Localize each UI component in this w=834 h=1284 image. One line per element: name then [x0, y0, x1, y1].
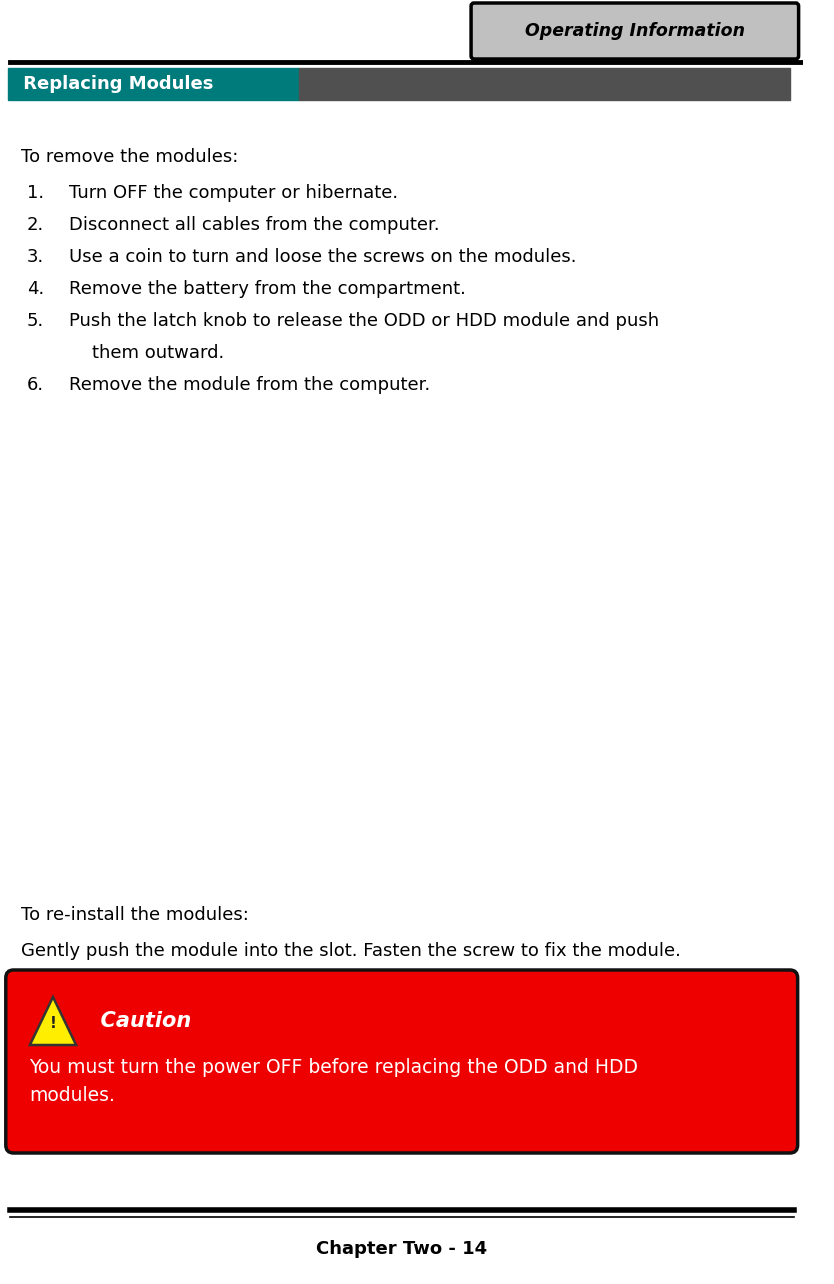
Bar — [8, 68, 299, 100]
Text: 1.: 1. — [27, 184, 44, 202]
Text: 5.: 5. — [27, 312, 44, 330]
Text: Turn OFF the computer or hibernate.: Turn OFF the computer or hibernate. — [69, 184, 399, 202]
Text: Caution: Caution — [86, 1011, 191, 1031]
Text: 4.: 4. — [27, 280, 44, 298]
Text: 3.: 3. — [27, 248, 44, 266]
FancyBboxPatch shape — [471, 3, 799, 59]
Text: Push the latch knob to release the ODD or HDD module and push: Push the latch knob to release the ODD o… — [69, 312, 660, 330]
Text: Disconnect all cables from the computer.: Disconnect all cables from the computer. — [69, 216, 440, 234]
Text: You must turn the power OFF before replacing the ODD and HDD
modules.: You must turn the power OFF before repla… — [29, 1058, 638, 1106]
Text: !: ! — [49, 1017, 57, 1031]
Text: 6.: 6. — [27, 376, 44, 394]
Text: them outward.: them outward. — [69, 344, 224, 362]
Bar — [299, 68, 790, 100]
Text: Gently push the module into the slot. Fasten the screw to fix the module.: Gently push the module into the slot. Fa… — [21, 942, 681, 960]
Text: Chapter Two - 14: Chapter Two - 14 — [316, 1240, 487, 1258]
Text: To remove the modules:: To remove the modules: — [21, 148, 239, 166]
Text: Remove the battery from the compartment.: Remove the battery from the compartment. — [69, 280, 466, 298]
Text: Replacing Modules: Replacing Modules — [18, 74, 214, 92]
Text: 2.: 2. — [27, 216, 44, 234]
Text: Remove the module from the computer.: Remove the module from the computer. — [69, 376, 430, 394]
Polygon shape — [30, 996, 76, 1045]
Text: Operating Information: Operating Information — [525, 22, 745, 40]
FancyBboxPatch shape — [6, 969, 797, 1153]
Text: To re-install the modules:: To re-install the modules: — [21, 907, 249, 924]
Text: Use a coin to turn and loose the screws on the modules.: Use a coin to turn and loose the screws … — [69, 248, 577, 266]
